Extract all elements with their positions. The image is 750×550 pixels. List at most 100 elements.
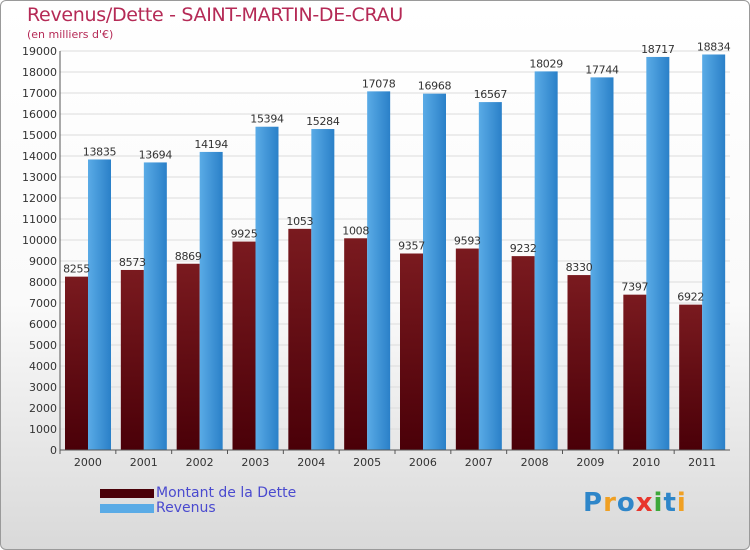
revenue-bar: [478, 102, 502, 450]
y-tick-label: 18000: [22, 66, 57, 79]
debt-bar: [344, 238, 368, 450]
revenue-bar: [534, 71, 558, 451]
y-axis-ticks: 0 1000 2000 3000 4000 5000 6000 7000 8000 9000 100…: [22, 45, 57, 457]
y-tick-label: 2000: [29, 402, 57, 415]
x-tick-label: 2005: [353, 456, 381, 469]
x-tick-label: 2011: [688, 456, 716, 469]
revenue-data-label: 17078: [362, 77, 396, 90]
revenue-data-label: 16968: [418, 80, 452, 93]
revenue-data-label: 13835: [83, 145, 117, 158]
debt-data-label: 8869: [175, 250, 202, 263]
x-tick-label: 2004: [297, 456, 325, 469]
debt-bar: [288, 228, 312, 450]
y-tick-label: 5000: [29, 339, 57, 352]
x-tick-label: 2007: [465, 456, 493, 469]
y-tick-label: 15000: [22, 129, 57, 142]
debt-bar: [623, 294, 647, 450]
revenue-bar: [646, 56, 670, 451]
revenue-data-label: 18029: [529, 57, 563, 70]
y-tick-label: 19000: [22, 45, 57, 58]
revenue-data-label: 18717: [641, 43, 675, 56]
revenue-bar: [367, 91, 391, 450]
debt-bar: [232, 241, 256, 450]
logo-letter: P: [583, 488, 604, 518]
x-tick-label: 2006: [409, 456, 437, 469]
y-tick-label: 14000: [22, 150, 57, 163]
debt-data-label: 7397: [621, 281, 648, 294]
debt-data-label: 9357: [398, 240, 425, 253]
logo-letter: x: [635, 488, 654, 518]
x-tick-label: 2009: [576, 456, 604, 469]
x-tick-label: 2008: [521, 456, 549, 469]
debt-data-label: 8330: [566, 261, 593, 274]
y-tick-label: 0: [50, 444, 57, 457]
y-tick-label: 3000: [29, 381, 57, 394]
legend-label-revenue: Revenus: [156, 500, 216, 516]
debt-data-label: 6922: [677, 291, 704, 304]
chart-title: Revenus/Dette - SAINT-MARTIN-DE-CRAU: [27, 4, 403, 26]
y-tick-label: 4000: [29, 360, 57, 373]
revenue-bar: [423, 93, 446, 450]
legend-label-debt: Montant de la Dette: [156, 485, 297, 501]
revenue-bar: [88, 159, 111, 450]
logo-letter: i: [676, 488, 687, 518]
debt-data-label: 1008: [342, 224, 369, 237]
debt-data-label: 1053: [286, 215, 313, 228]
x-tick-label: 2003: [241, 456, 269, 469]
revenue-data-label: 16567: [474, 88, 508, 101]
y-tick-label: 13000: [22, 171, 57, 184]
bars: 8255 13835 8573 13694 8869 14194 9925 15394 1053…: [63, 40, 731, 451]
y-tick-label: 16000: [22, 108, 57, 121]
revenue-bar: [311, 129, 335, 450]
debt-bar: [400, 253, 423, 450]
debt-bar: [455, 248, 479, 450]
debt-bar: [567, 275, 591, 450]
revenue-bar: [702, 54, 726, 451]
legend-item-debt: Montant de la Dette: [100, 486, 296, 501]
proxiti-logo: Proxiti: [583, 488, 687, 518]
y-tick-label: 11000: [22, 213, 57, 226]
logo-letter: i: [653, 488, 664, 518]
y-tick-label: 10000: [22, 234, 57, 247]
chart-subtitle: (en milliers d'€): [27, 28, 114, 41]
revenue-data-label: 15394: [250, 113, 284, 126]
debt-bar: [511, 256, 535, 450]
revenue-bar: [255, 126, 279, 450]
y-tick-label: 7000: [29, 297, 57, 310]
revenue-bar: [143, 162, 167, 450]
debt-data-label: 9232: [510, 242, 537, 255]
debt-bar: [176, 263, 200, 450]
x-axis-ticks: 2000 2001 2002 2003 2004 2005 2006 2007 2008 2009…: [59, 450, 716, 469]
debt-data-label: 8255: [63, 263, 90, 276]
y-tick-label: 17000: [22, 87, 57, 100]
debt-bar: [120, 269, 144, 450]
x-tick-label: 2010: [632, 456, 660, 469]
revenue-data-label: 18834: [697, 40, 731, 53]
debt-bar: [65, 276, 88, 450]
revenue-data-label: 13694: [139, 148, 173, 161]
legend-item-revenue: Revenus: [100, 501, 296, 516]
debt-data-label: 9925: [231, 228, 258, 241]
gridlines: [60, 50, 730, 430]
legend-swatch-debt: [100, 489, 154, 498]
axes: [59, 51, 730, 451]
revenue-bar: [590, 77, 614, 450]
x-tick-label: 2000: [74, 456, 102, 469]
y-tick-label: 1000: [29, 423, 57, 436]
legend: Montant de la Dette Revenus: [100, 486, 296, 516]
revenue-data-label: 17744: [585, 63, 619, 76]
revenue-data-label: 14194: [194, 138, 228, 151]
revenue-bar: [199, 151, 223, 450]
revenue-data-label: 15284: [306, 115, 340, 128]
logo-letter: r: [603, 488, 617, 518]
logo-letter: o: [616, 488, 636, 518]
x-tick-label: 2002: [186, 456, 214, 469]
y-tick-label: 6000: [29, 318, 57, 331]
legend-swatch-revenue: [100, 504, 154, 513]
debt-data-label: 8573: [119, 256, 146, 269]
logo-letter: t: [663, 488, 677, 518]
debt-bar: [679, 304, 703, 450]
x-tick-label: 2001: [130, 456, 158, 469]
y-tick-label: 8000: [29, 276, 57, 289]
